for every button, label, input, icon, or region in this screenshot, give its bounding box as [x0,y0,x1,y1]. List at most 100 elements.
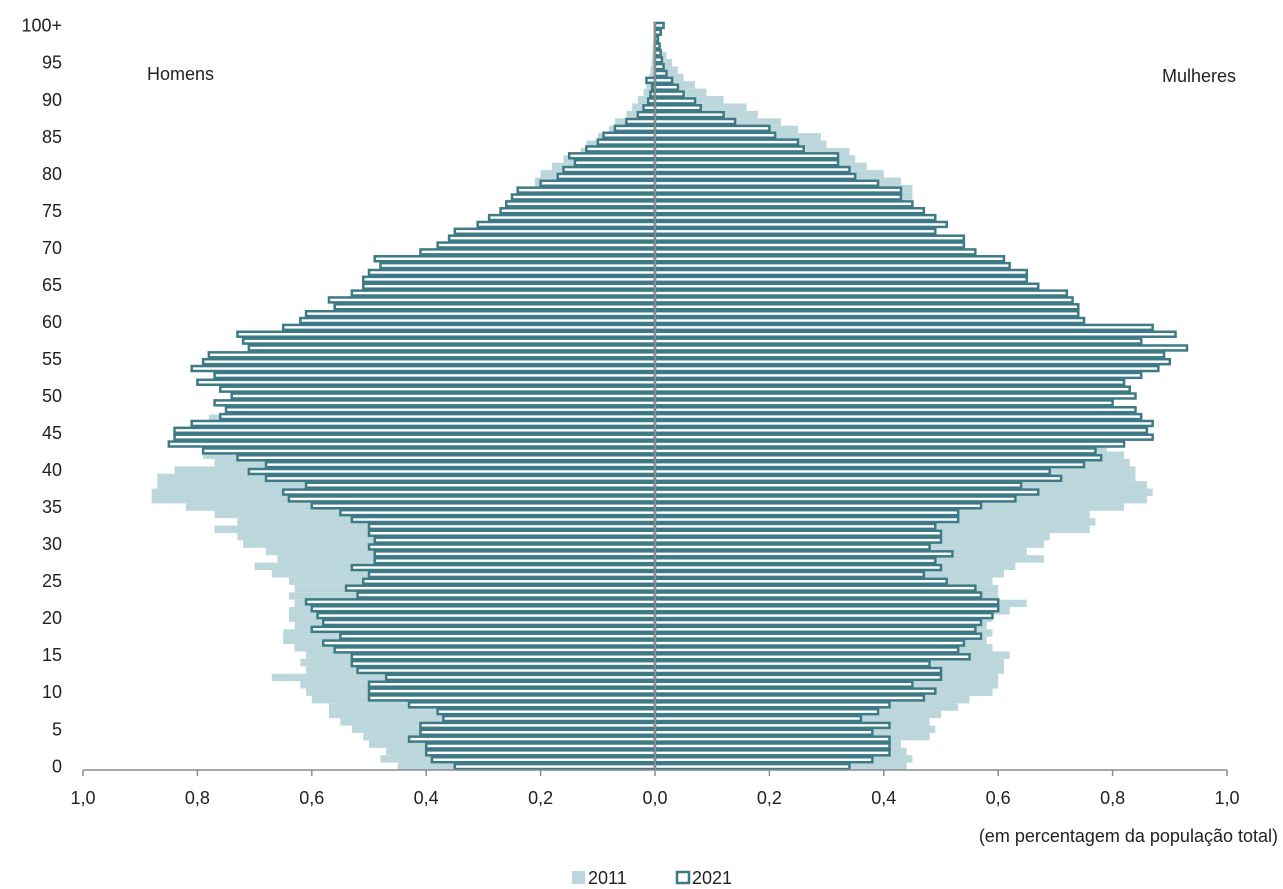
bar-2021-women-age-1 [653,755,874,764]
bar-2021-women-age-32 [653,543,931,551]
bar-2021-men-age-76 [436,241,657,249]
x-tick-label: 0,2 [757,788,782,808]
bar-2021-women-age-46 [653,447,1097,455]
bar-2021-men-age-77 [447,234,657,242]
y-tick-label: 100+ [21,16,62,36]
bar-2021-women-age-90 [653,145,805,153]
bar-2021-women-age-44 [653,460,1086,469]
bar-2021-women-age-48 [653,433,1154,441]
bar-2021-men-age-80 [487,213,657,222]
bar-2021-men-age-36 [350,515,657,524]
bar-2021-women-age-66 [653,309,1080,318]
bar-2021-women-age-50 [653,419,1154,428]
bar-2021-men-age-7 [442,714,657,723]
bar-2021-men-age-85 [539,179,657,187]
bar-2021-women-age-72 [653,268,1029,277]
bar-2021-men-age-11 [367,687,657,695]
bar-2021-women-age-14 [653,666,943,675]
bar-2021-women-age-4 [653,735,891,743]
bar-2021-women-age-98 [653,90,685,98]
bar-2021-women-age-73 [653,261,1011,270]
y-tick-label: 40 [42,460,62,480]
bar-2021-men-age-42 [264,474,657,483]
bar-2021-women-age-99 [653,83,680,91]
bar-2021-men-age-47 [167,440,657,448]
y-tick-label: 80 [42,164,62,184]
bar-2011-men-age-90 [637,96,655,104]
bar-2021-women-age-37 [653,508,960,517]
bar-2021-women-age-12 [653,680,914,688]
bar-2021-women-age-30 [653,556,937,565]
bar-2021-women-age-75 [653,248,977,256]
bar-2011-men-age-92 [646,81,655,89]
bar-2021-women-age-47 [653,440,1126,448]
bar-2021-women-age-91 [653,138,800,146]
bar-2021-women-age-17 [653,646,960,654]
y-tick-label: 55 [42,349,62,369]
bar-2021-women-age-86 [653,172,857,181]
bar-2021-men-age-64 [281,323,657,332]
bar-2021-men-age-58 [190,364,657,373]
bar-2021-men-age-56 [196,378,657,386]
bar-2021-women-age-18 [653,639,966,647]
y-tick-label: 70 [42,238,62,258]
bar-2021-men-age-68 [327,296,657,304]
bar-2021-men-age-83 [510,193,657,201]
bar-2021-men-age-17 [333,646,657,654]
bar-2021-men-age-78 [453,227,657,236]
bar-2021-women-age-25 [653,591,983,599]
bar-2021-women-age-13 [653,673,943,682]
bar-2021-men-age-96 [642,104,657,112]
y-tick-label: 95 [42,53,62,73]
bar-2021-women-age-77 [653,234,966,242]
series-2021-bars [167,21,1189,771]
bar-2021-men-age-27 [362,577,657,586]
legend-swatch-2011 [572,871,585,884]
bar-2021-women-age-95 [653,110,725,119]
bar-2021-women-age-63 [653,330,1177,338]
x-tick-label: 0,4 [871,788,896,808]
bar-2021-women-age-64 [653,323,1154,332]
bar-2021-men-age-23 [310,605,657,613]
y-tick-label: 60 [42,312,62,332]
bar-2021-men-age-87 [562,165,657,174]
bar-2021-women-age-15 [653,659,931,668]
bar-2021-men-age-26 [344,584,657,592]
bar-2021-women-age-35 [653,522,937,531]
bar-2021-men-age-24 [304,598,657,606]
bar-2021-women-age-16 [653,653,971,661]
bar-2021-men-age-18 [321,639,657,647]
bar-2021-men-age-53 [213,399,657,407]
bar-2021-men-age-69 [350,289,657,297]
bar-2021-men-age-73 [379,261,657,270]
women-label: Mulheres [1162,66,1236,86]
bar-2021-men-age-16 [350,653,657,661]
bar-2021-men-age-5 [419,728,657,736]
bar-2021-men-age-15 [350,659,657,668]
bar-2021-women-age-68 [653,296,1074,304]
bar-2021-women-age-20 [653,625,977,634]
bar-2011-men-age-96 [652,51,655,60]
y-tick-label: 85 [42,127,62,147]
bar-2021-men-age-70 [362,282,657,290]
bar-2021-men-age-89 [567,152,657,160]
bar-2021-men-age-25 [356,591,657,599]
bar-2021-women-age-10 [653,694,926,702]
x-tick-label: 0,2 [528,788,553,808]
bar-2021-women-age-79 [653,220,948,229]
bar-2021-women-age-76 [653,241,966,249]
bar-2021-men-age-94 [625,117,657,126]
bar-2021-men-age-67 [333,303,657,311]
bar-2021-men-age-66 [304,309,657,318]
bar-2021-women-age-88 [653,158,840,167]
y-tick-label: 25 [42,571,62,591]
y-tick-label: 15 [42,645,62,665]
bar-2021-women-age-7 [653,714,863,723]
bar-2021-men-age-61 [247,344,657,352]
bar-2021-women-age-22 [653,611,994,620]
bar-2021-men-age-45 [236,454,657,462]
bar-2021-men-age-100 [645,76,657,85]
bar-2021-women-age-94 [653,117,737,126]
bar-2021-men-age-2 [424,749,657,757]
